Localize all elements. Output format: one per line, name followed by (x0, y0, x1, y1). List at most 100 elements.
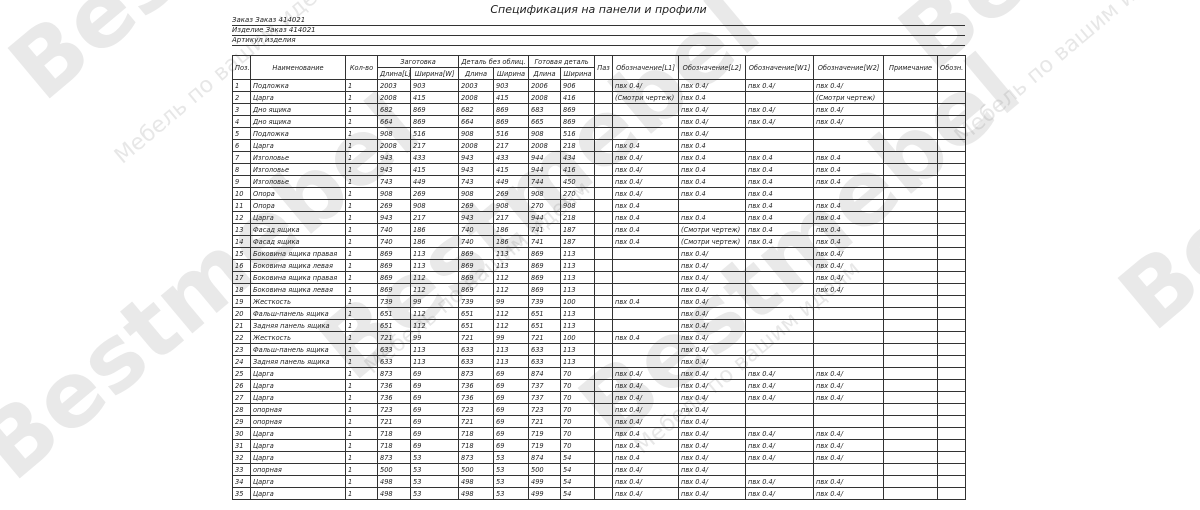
cell (813, 415, 885, 428)
cell: 1 (345, 247, 378, 260)
cell (883, 307, 939, 320)
cell (937, 319, 967, 332)
cell (883, 127, 939, 140)
cell: 10 (232, 187, 251, 200)
cell: пвх 0.4/ (678, 367, 747, 380)
cell: пвх 0.4/ (813, 79, 885, 92)
cell: 683 (528, 103, 562, 116)
cell (745, 247, 815, 260)
table-row: 16 Боковина ящика левая 1 869 113 869 113 869 11… (232, 259, 967, 272)
cell: 99 (410, 331, 459, 344)
cell: пвх 0.4 (745, 223, 815, 236)
cell: 869 (528, 283, 562, 296)
cell (813, 331, 885, 344)
cell: 1 (345, 463, 378, 476)
cell: пвх 0.4/ (612, 415, 680, 428)
cell: пвх 0.4/ (745, 115, 815, 128)
cell: 4 (232, 115, 251, 128)
cell: 70 (560, 403, 596, 416)
cell: пвх 0.4/ (745, 379, 815, 392)
cell: пвх 0.4 (612, 295, 680, 308)
cell: 112 (410, 319, 459, 332)
cell: 721 (528, 415, 562, 428)
cell: 434 (560, 151, 596, 164)
cell: пвх 0.4 (745, 235, 815, 248)
cell: 651 (458, 307, 494, 320)
cell: 99 (410, 295, 459, 308)
cell: пвх 0.4/ (678, 307, 747, 320)
column-header: Поз. (232, 55, 251, 80)
cell: 2008 (377, 91, 411, 104)
cell: 500 (377, 463, 411, 476)
column-header: Обозначение[W2] (813, 55, 885, 80)
cell: пвх 0.4/ (813, 271, 885, 284)
table-row: 14 Фасад ящика 1 740 186 740 186 741 187 пвх 0.4(… (232, 235, 967, 248)
cell (612, 115, 680, 128)
cell: 721 (528, 331, 562, 344)
cell (594, 391, 614, 404)
cell: 908 (377, 127, 411, 140)
column-header: Паз (594, 55, 614, 80)
cell (594, 379, 614, 392)
cell: 498 (377, 475, 411, 488)
cell: Царга (250, 487, 346, 500)
cell: (Смотри чертеж) (612, 91, 680, 104)
cell: 24 (232, 355, 251, 368)
cell: 1 (345, 439, 378, 452)
cell: 723 (377, 403, 411, 416)
cell (937, 163, 967, 176)
cell: Царга (250, 211, 346, 224)
cell: пвх 0.4 (678, 151, 747, 164)
cell: 737 (528, 379, 562, 392)
table-row: 30 Царга 1 718 69 718 69 719 70 пвх 0.4 пвх 0.4/пв… (232, 427, 967, 440)
cell: 944 (528, 163, 562, 176)
cell (594, 451, 614, 464)
cell: 433 (492, 151, 530, 164)
cell: 1 (345, 475, 378, 488)
cell: 664 (377, 115, 411, 128)
cell (594, 139, 614, 152)
cell: пвх 0.4/ (745, 103, 815, 116)
cell: 217 (492, 139, 530, 152)
cell: 869 (458, 283, 494, 296)
cell: пвх 0.4/ (678, 295, 747, 308)
cell: 218 (560, 211, 596, 224)
cell: пвх 0.4/ (678, 259, 747, 272)
cell (937, 391, 967, 404)
cell: пвх 0.4 (612, 439, 680, 452)
cell: 740 (377, 235, 411, 248)
cell: 718 (377, 439, 411, 452)
cell (594, 235, 614, 248)
cell (937, 367, 967, 380)
cell (937, 307, 967, 320)
product: Изделие Заказ 414021 (232, 26, 965, 36)
cell: 54 (560, 463, 596, 476)
cell: пвх 0.4 (745, 151, 815, 164)
table-row: 23 Фальш-панель ящика 1 633 113 633 113 633 113 п… (232, 343, 967, 356)
cell: пвх 0.4 (813, 223, 885, 236)
cell: 13 (232, 223, 251, 236)
cell: Опора (250, 199, 346, 212)
cell: 1 (345, 223, 378, 236)
cell: 187 (560, 223, 596, 236)
table-row: 33 опорная 1 500 53 500 53 500 54 пвх 0.4/пвх 0.4… (232, 463, 967, 476)
table-row: 29 опорная 1 721 69 721 69 721 70 пвх 0.4/пвх 0.4… (232, 415, 967, 428)
column-header: Длина[L] (377, 67, 411, 80)
cell: 53 (492, 487, 530, 500)
column-header: Длина (458, 67, 494, 80)
cell (883, 295, 939, 308)
cell: 633 (458, 355, 494, 368)
cell (883, 403, 939, 416)
cell (612, 127, 680, 140)
cell: пвх 0.4 (612, 331, 680, 344)
cell: пвх 0.4/ (813, 427, 885, 440)
cell: 873 (377, 451, 411, 464)
cell: 9 (232, 175, 251, 188)
cell: 906 (560, 79, 596, 92)
cell (612, 271, 680, 284)
title: Спецификация на панели и профили (490, 3, 707, 16)
cell (937, 79, 967, 92)
cell: 633 (458, 343, 494, 356)
cell: 869 (458, 247, 494, 260)
cell (612, 355, 680, 368)
